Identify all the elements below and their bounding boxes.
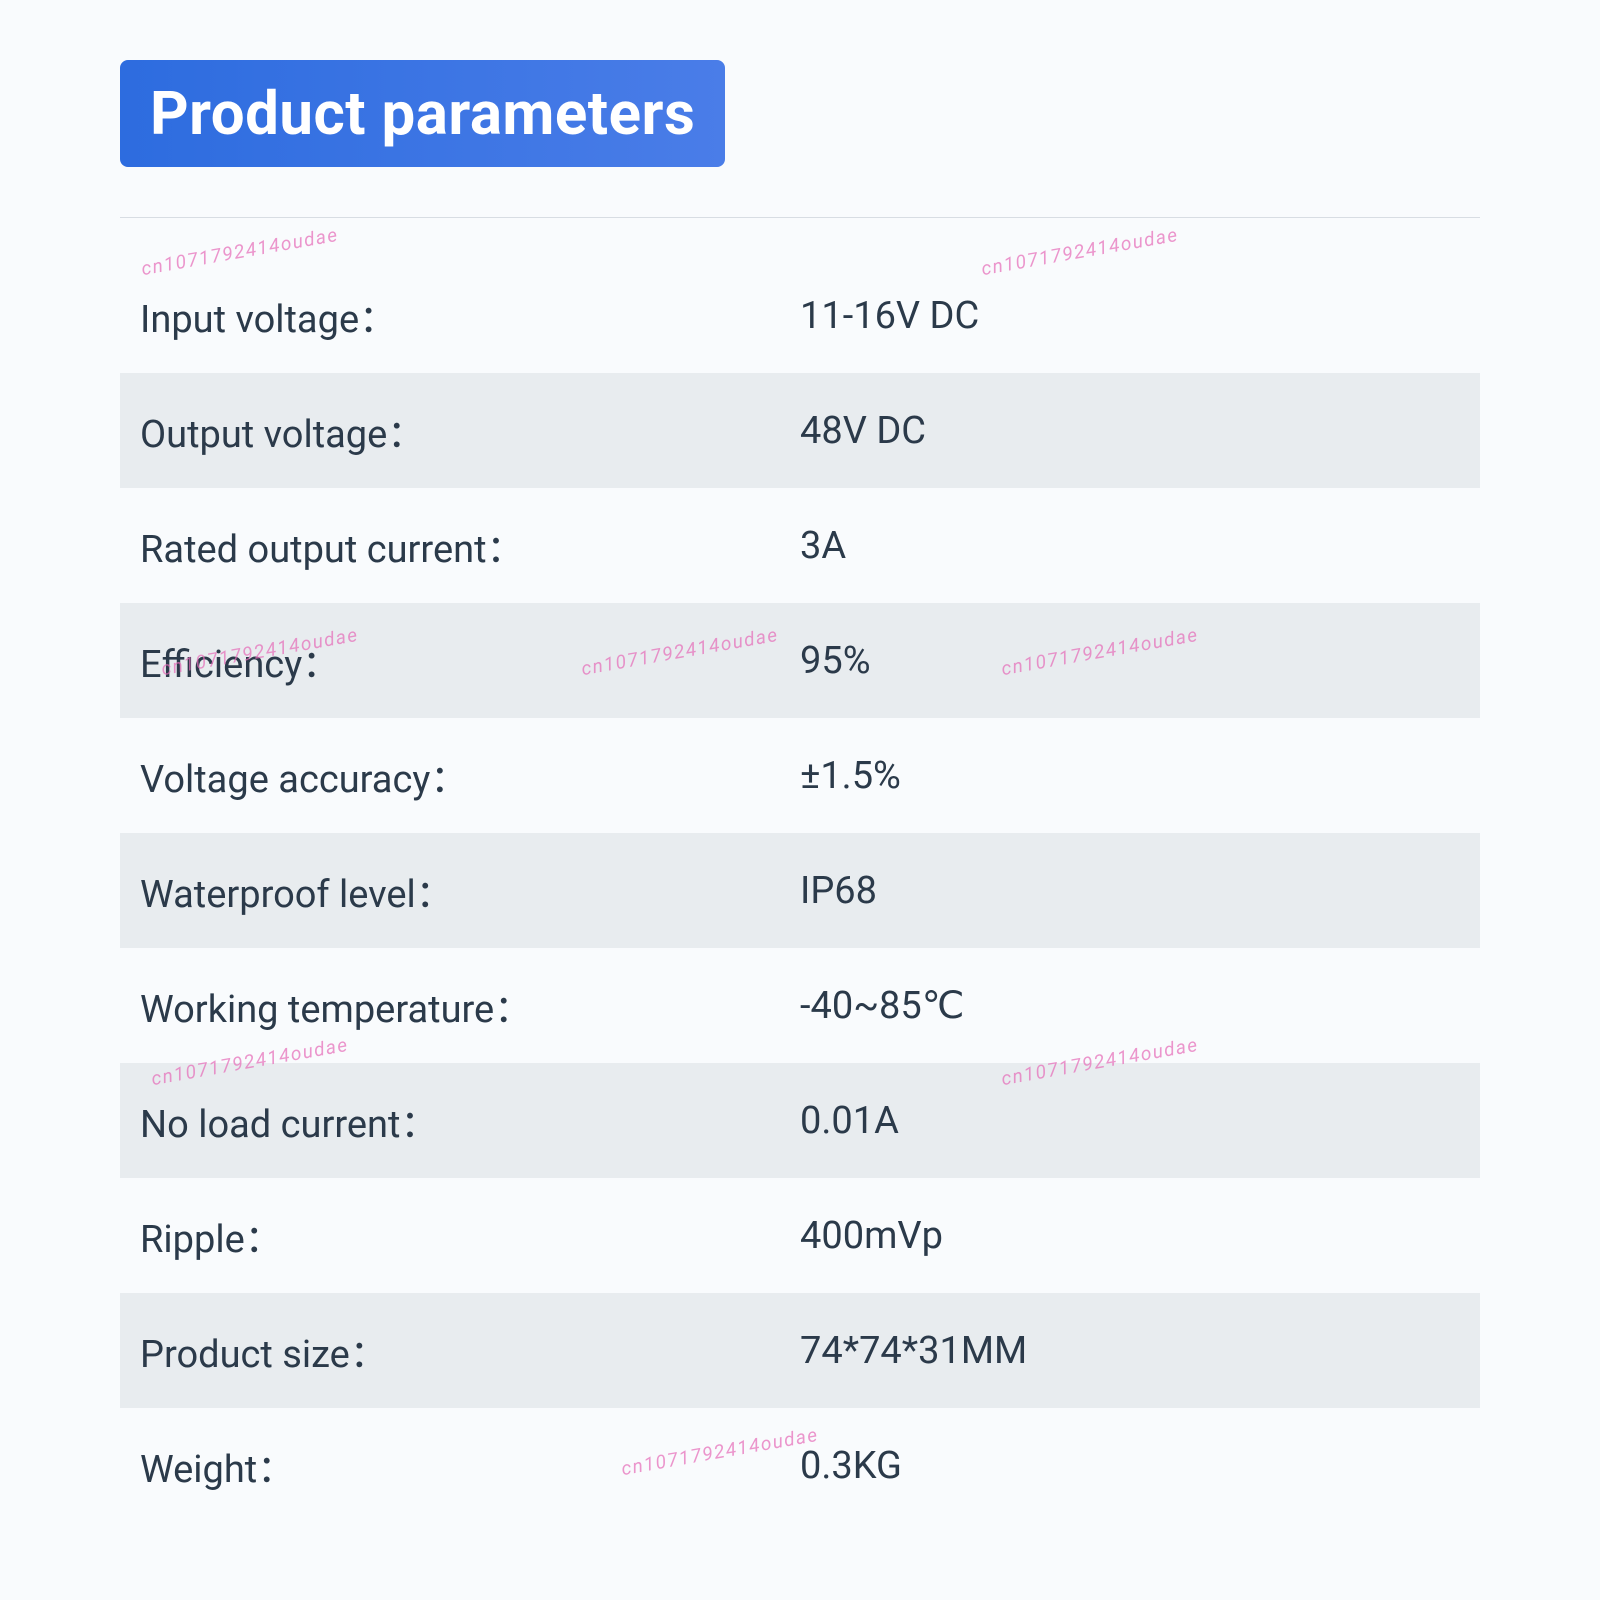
- param-value: 48V DC: [800, 409, 1460, 453]
- param-value: -40~85℃: [800, 983, 1460, 1028]
- param-label: Working temperature：: [140, 978, 800, 1033]
- param-label: Weight：: [140, 1438, 800, 1493]
- table-row: Input voltage： 11-16V DC: [120, 258, 1480, 373]
- param-value: 95%: [800, 639, 1460, 683]
- param-value: 0.3KG: [800, 1444, 1460, 1488]
- param-value: 0.01A: [800, 1099, 1460, 1143]
- header-section: Product parameters: [120, 60, 1480, 218]
- table-row: Output voltage： 48V DC: [120, 373, 1480, 488]
- table-row: No load current： 0.01A: [120, 1063, 1480, 1178]
- param-label: Ripple：: [140, 1208, 800, 1263]
- param-label: Waterproof level：: [140, 863, 800, 918]
- table-row: Ripple： 400mVp: [120, 1178, 1480, 1293]
- param-label: Rated output current：: [140, 518, 800, 573]
- table-row: Waterproof level： IP68: [120, 833, 1480, 948]
- table-row: Efficiency： 95%: [120, 603, 1480, 718]
- param-value: 11-16V DC: [800, 294, 1460, 338]
- param-label: Product size：: [140, 1323, 800, 1378]
- param-label: Input voltage：: [140, 288, 800, 343]
- param-label: No load current：: [140, 1093, 800, 1148]
- table-row: Rated output current： 3A: [120, 488, 1480, 603]
- param-value: 400mVp: [800, 1214, 1460, 1258]
- parameters-table: Input voltage： 11-16V DC Output voltage：…: [120, 258, 1480, 1523]
- param-value: IP68: [800, 869, 1460, 913]
- param-label: Efficiency：: [140, 633, 800, 688]
- page-title: Product parameters: [120, 60, 725, 167]
- table-row: Weight： 0.3KG: [120, 1408, 1480, 1523]
- param-value: ±1.5%: [800, 754, 1460, 798]
- table-row: Product size： 74*74*31MM: [120, 1293, 1480, 1408]
- table-row: Working temperature： -40~85℃: [120, 948, 1480, 1063]
- param-label: Voltage accuracy：: [140, 748, 800, 803]
- param-label: Output voltage：: [140, 403, 800, 458]
- param-value: 3A: [800, 524, 1460, 568]
- table-row: Voltage accuracy： ±1.5%: [120, 718, 1480, 833]
- header-divider: [120, 217, 1480, 218]
- param-value: 74*74*31MM: [800, 1329, 1460, 1373]
